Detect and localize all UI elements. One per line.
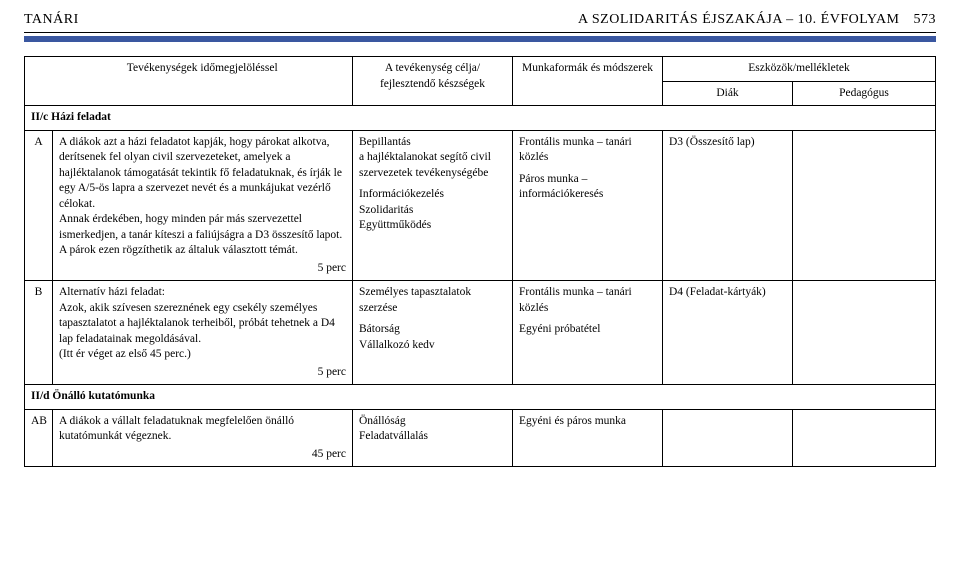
row-method: Egyéni és páros munka	[513, 409, 663, 467]
row-activity: A diákok azt a házi feladatot kapják, ho…	[53, 130, 353, 281]
table-row: AB A diákok a vállalt feladatuknak megfe…	[25, 409, 936, 467]
row-goal: Bepillantás a hajléktalanokat segítő civ…	[353, 130, 513, 281]
goal-text: Együttműködés	[359, 219, 431, 231]
table-head-row-1: Tevékenységek időmegjelöléssel A tevéken…	[25, 57, 936, 82]
header-left: TANÁRI	[24, 12, 79, 28]
row-activity: A diákok a vállalt feladatuknak megfelel…	[53, 409, 353, 467]
activity-text: Annak érdekében, hogy minden pár más sze…	[59, 213, 342, 256]
activity-time: 5 perc	[59, 261, 346, 277]
activity-text: (Itt ér véget az első 45 perc.)	[59, 348, 191, 360]
row-code: A	[25, 130, 53, 281]
goal-text: Bepillantás	[359, 136, 411, 148]
goal-text: Szolidaritás	[359, 204, 413, 216]
section-title-1: II/c Házi feladat	[25, 106, 936, 131]
row-ped	[793, 409, 936, 467]
section-row-1: II/c Házi feladat	[25, 106, 936, 131]
row-goal: Személyes tapasztalatok szerzése Bátorsá…	[353, 281, 513, 385]
table-row: B Alternatív házi feladat: Azok, akik sz…	[25, 281, 936, 385]
section-title-2: II/d Önálló kutatómunka	[25, 385, 936, 410]
goal-text: a hajléktalanokat segítő civil szervezet…	[359, 151, 491, 179]
activity-time: 5 perc	[59, 365, 346, 381]
row-diak	[663, 409, 793, 467]
goal-text: Információkezelés	[359, 188, 444, 200]
activity-text: A diákok a vállalt feladatuknak megfelel…	[59, 415, 294, 443]
th-methods: Munkaformák és módszerek	[513, 57, 663, 106]
row-code: B	[25, 281, 53, 385]
th-diak: Diák	[663, 81, 793, 106]
row-method: Frontális munka – tanári közlés Egyéni p…	[513, 281, 663, 385]
goal-text: Önállóság	[359, 415, 406, 427]
method-text: Frontális munka – tanári közlés	[519, 286, 632, 314]
row-ped	[793, 130, 936, 281]
activity-text: Alternatív házi feladat:	[59, 286, 165, 298]
th-goal: A tevékenység célja/ fejlesztendő készsé…	[353, 57, 513, 106]
row-diak: D4 (Feladat-kártyák)	[663, 281, 793, 385]
section-row-2: II/d Önálló kutatómunka	[25, 385, 936, 410]
method-text: Egyéni próbatétel	[519, 323, 600, 335]
method-text: Páros munka – információkeresés	[519, 173, 603, 201]
header-rule	[24, 32, 936, 42]
activity-text: Azok, akik szívesen szereznének egy csek…	[59, 302, 335, 345]
goal-text: Személyes tapasztalatok szerzése	[359, 286, 471, 314]
lesson-plan-table: Tevékenységek időmegjelöléssel A tevéken…	[24, 56, 936, 467]
row-ped	[793, 281, 936, 385]
row-method: Frontális munka – tanári közlés Páros mu…	[513, 130, 663, 281]
running-header: TANÁRI A SZOLIDARITÁS ÉJSZAKÁJA – 10. ÉV…	[24, 12, 936, 28]
row-code: AB	[25, 409, 53, 467]
header-title: A SZOLIDARITÁS ÉJSZAKÁJA – 10. ÉVFOLYAM	[578, 12, 899, 27]
th-pedag: Pedagógus	[793, 81, 936, 106]
th-empty	[25, 57, 53, 106]
table-row: A A diákok azt a házi feladatot kapják, …	[25, 130, 936, 281]
row-goal: Önállóság Feladatvállalás	[353, 409, 513, 467]
activity-time: 45 perc	[59, 447, 346, 463]
activity-text: A diákok azt a házi feladatot kapják, ho…	[59, 136, 342, 210]
goal-text: Bátorság	[359, 323, 400, 335]
method-text: Frontális munka – tanári közlés	[519, 136, 632, 164]
th-activities: Tevékenységek időmegjelöléssel	[53, 57, 353, 106]
page-number: 573	[914, 12, 937, 27]
row-activity: Alternatív házi feladat: Azok, akik szív…	[53, 281, 353, 385]
goal-text: Vállalkozó kedv	[359, 339, 435, 351]
goal-text: Feladatvállalás	[359, 430, 428, 442]
header-right: A SZOLIDARITÁS ÉJSZAKÁJA – 10. ÉVFOLYAM …	[578, 12, 936, 28]
page-container: TANÁRI A SZOLIDARITÁS ÉJSZAKÁJA – 10. ÉV…	[0, 0, 960, 467]
th-tools-group: Eszközök/mellékletek	[663, 57, 936, 82]
header-rule-bar	[24, 36, 936, 42]
row-diak: D3 (Összesítő lap)	[663, 130, 793, 281]
